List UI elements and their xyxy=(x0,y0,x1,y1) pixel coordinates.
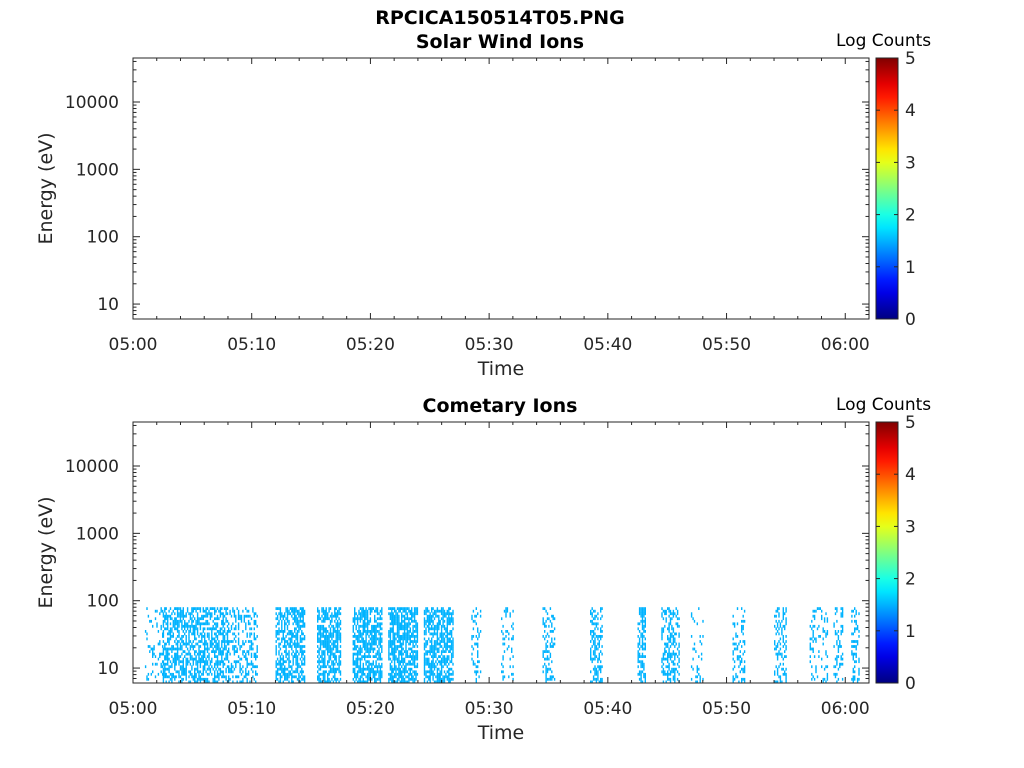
panel2-burst-9 xyxy=(471,607,482,684)
panel1-ytick-label-2: 1000 xyxy=(76,160,119,180)
panel2-colorbar-tick-label-1: 1 xyxy=(905,622,916,642)
panel2-colorbar-tick-label-5: 5 xyxy=(905,413,916,433)
panel1-x-axis-label: Time xyxy=(477,358,525,380)
panel2-xtick-label-6: 06:00 xyxy=(821,699,870,719)
panel2-colorbar xyxy=(875,421,899,684)
panel2-burst-10 xyxy=(501,607,514,681)
panel2-burst-3 xyxy=(228,607,258,684)
panel2-xtick-label-3: 05:30 xyxy=(465,699,514,719)
panel2-burst-14 xyxy=(661,607,680,684)
panel2-y-axis-label: Energy (eV) xyxy=(35,496,57,608)
panel2-burst-19 xyxy=(833,607,844,684)
panel1-xtick-label-0: 05:00 xyxy=(109,335,158,355)
panel1-ytick-label-3: 10000 xyxy=(65,93,119,113)
panel2-burst-18 xyxy=(809,607,829,684)
panel1-colorbar-tick-label-0: 0 xyxy=(905,310,916,330)
panel1-xtick-label-6: 06:00 xyxy=(821,335,870,355)
panel2-ytick-label-3: 10000 xyxy=(65,457,119,477)
panel2-ytick-label-2: 1000 xyxy=(76,524,119,544)
panel1-colorbar-tick-label-4: 4 xyxy=(905,101,916,121)
panel1-xtick-label-1: 05:10 xyxy=(227,335,276,355)
panel1-ytick-label-0: 10 xyxy=(97,295,119,315)
panel2-ytick-label-1: 100 xyxy=(87,592,119,612)
panel2-colorbar-tick-label-2: 2 xyxy=(905,570,916,590)
panel1-plot: 05:00 05:10 05:20 05:30 05:40 05:50 06:00 Time 1… xyxy=(35,49,916,380)
panel1-colorbar-tick-label-3: 3 xyxy=(905,153,916,173)
panel1-colorbar-tick-label-1: 1 xyxy=(905,258,916,278)
panel2-burst-0 xyxy=(144,607,164,681)
panel2-xtick-label-5: 05:50 xyxy=(702,699,751,719)
panel2-title: Cometary Ions xyxy=(422,395,578,417)
panel2-burst-20 xyxy=(851,607,860,684)
panel1-xtick-label-2: 05:20 xyxy=(346,335,395,355)
panel1-colorbar xyxy=(875,57,899,320)
panel1-xtick-label-5: 05:50 xyxy=(702,335,751,355)
panel2-burst-1 xyxy=(162,607,199,684)
panel2-xtick-label-1: 05:10 xyxy=(227,699,276,719)
panel1-y-axis-label: Energy (eV) xyxy=(35,132,57,244)
panel2-burst-4 xyxy=(275,607,306,684)
panel1-xtick-label-3: 05:30 xyxy=(465,335,514,355)
panel2-spectrogram xyxy=(144,607,860,684)
panel1-colorbar-tick-label-2: 2 xyxy=(905,206,916,226)
panel2-xtick-label-4: 05:40 xyxy=(583,699,632,719)
figure-title: RPCICA150514T05.PNG xyxy=(375,7,625,29)
panel2-burst-13 xyxy=(637,607,646,684)
panel2-colorbar-tick-label-0: 0 xyxy=(905,674,916,694)
panel2-burst-8 xyxy=(423,607,454,684)
panel2-burst-16 xyxy=(732,607,746,684)
panel1-axes-frame xyxy=(132,57,870,320)
panel1-xtick-label-4: 05:40 xyxy=(583,335,632,355)
panel2-burst-17 xyxy=(774,607,787,684)
panel2-colorbar-tick-label-3: 3 xyxy=(905,517,916,537)
panel1-plot-area xyxy=(133,58,869,319)
panel2-x-axis-label: Time xyxy=(477,722,525,744)
panel1-colorbar-tick-label-5: 5 xyxy=(905,49,916,69)
panel2-burst-15 xyxy=(690,607,704,684)
panel2-burst-2 xyxy=(198,607,229,684)
panel2-burst-7 xyxy=(388,607,419,684)
panel2-colorbar-label: Log Counts xyxy=(836,395,932,415)
panel1-ytick-label-1: 100 xyxy=(87,228,119,248)
panel1-colorbar-label: Log Counts xyxy=(836,31,932,51)
panel2-burst-5 xyxy=(317,607,342,684)
panel2-xtick-label-2: 05:20 xyxy=(346,699,395,719)
panel1-title: Solar Wind Ions xyxy=(415,31,585,53)
panel2-axes-frame xyxy=(132,421,870,684)
panel2-xtick-label-0: 05:00 xyxy=(109,699,158,719)
panel2-burst-6 xyxy=(352,607,383,684)
panel2-burst-11 xyxy=(542,607,556,684)
panel2-burst-12 xyxy=(590,607,603,684)
panel2-colorbar-tick-label-4: 4 xyxy=(905,465,916,485)
panel2-ytick-label-0: 10 xyxy=(97,659,119,679)
